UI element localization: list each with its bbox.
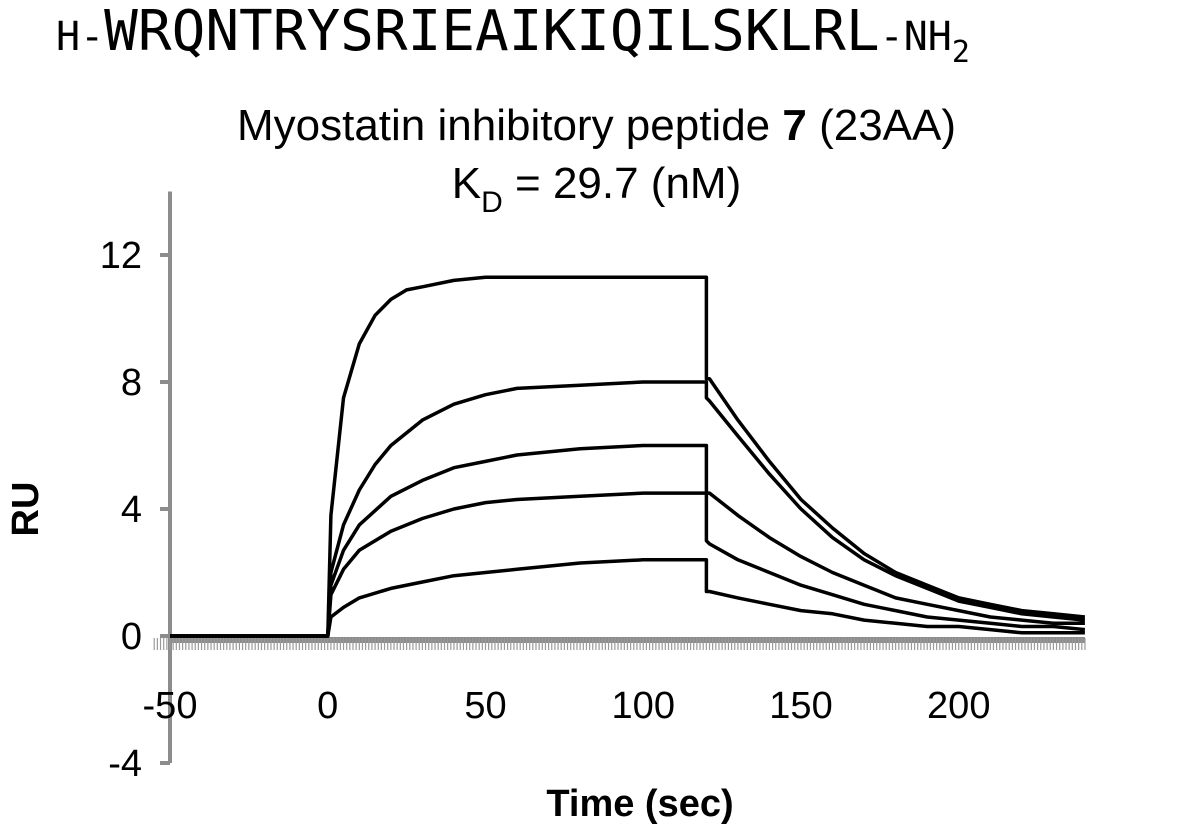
x-tick-label: 200 — [927, 685, 990, 727]
sensorgram-curve-2 — [170, 380, 1086, 638]
y-tick-label: -4 — [108, 743, 142, 785]
chart-series — [170, 275, 1086, 638]
sequence-suffix-subscript: 2 — [951, 35, 970, 70]
kd-value-label: KD = 29.7 (nM) — [0, 162, 1193, 218]
x-tick-label: 0 — [317, 685, 338, 727]
sensorgram-curve-5 — [170, 558, 1085, 638]
x-tick-label: 50 — [464, 685, 506, 727]
subtitle-length: (23AA) — [806, 101, 957, 150]
y-tick-label: 8 — [121, 362, 142, 404]
kd-subscript: D — [481, 186, 503, 219]
peptide-sequence: H-WRQNTRYSRIEAIKIQILSKLRL-NH2 — [56, 4, 1193, 68]
sensorgram-curve-1 — [170, 275, 1086, 638]
sequence-suffix: -NH — [879, 14, 952, 60]
kd-value: = 29.7 (nM) — [502, 159, 742, 208]
y-tick-label: 4 — [121, 489, 142, 531]
subtitle-compound-number: 7 — [782, 101, 807, 150]
x-tick-label: -50 — [143, 685, 198, 727]
x-tick-label: 100 — [612, 685, 675, 727]
kd-symbol: K — [451, 159, 482, 208]
y-axis-title: RU — [5, 482, 47, 537]
sequence-residues: WRQNTRYSRIEAIKIQILSKLRL — [104, 0, 880, 64]
y-tick-label: 0 — [121, 616, 142, 658]
x-tick-label: 150 — [769, 685, 832, 727]
chart-subtitle: Myostatin inhibitory peptide 7 (23AA) — [0, 104, 1193, 148]
chart-axes — [153, 191, 1086, 765]
sequence-prefix: H- — [56, 14, 105, 60]
x-axis-title: Time (sec) — [546, 783, 733, 825]
subtitle-text: Myostatin inhibitory peptide — [236, 101, 783, 150]
y-tick-label: 12 — [100, 235, 142, 277]
sensorgram-curve-3 — [170, 443, 1085, 638]
sensorgram-curve-4 — [170, 491, 1086, 638]
